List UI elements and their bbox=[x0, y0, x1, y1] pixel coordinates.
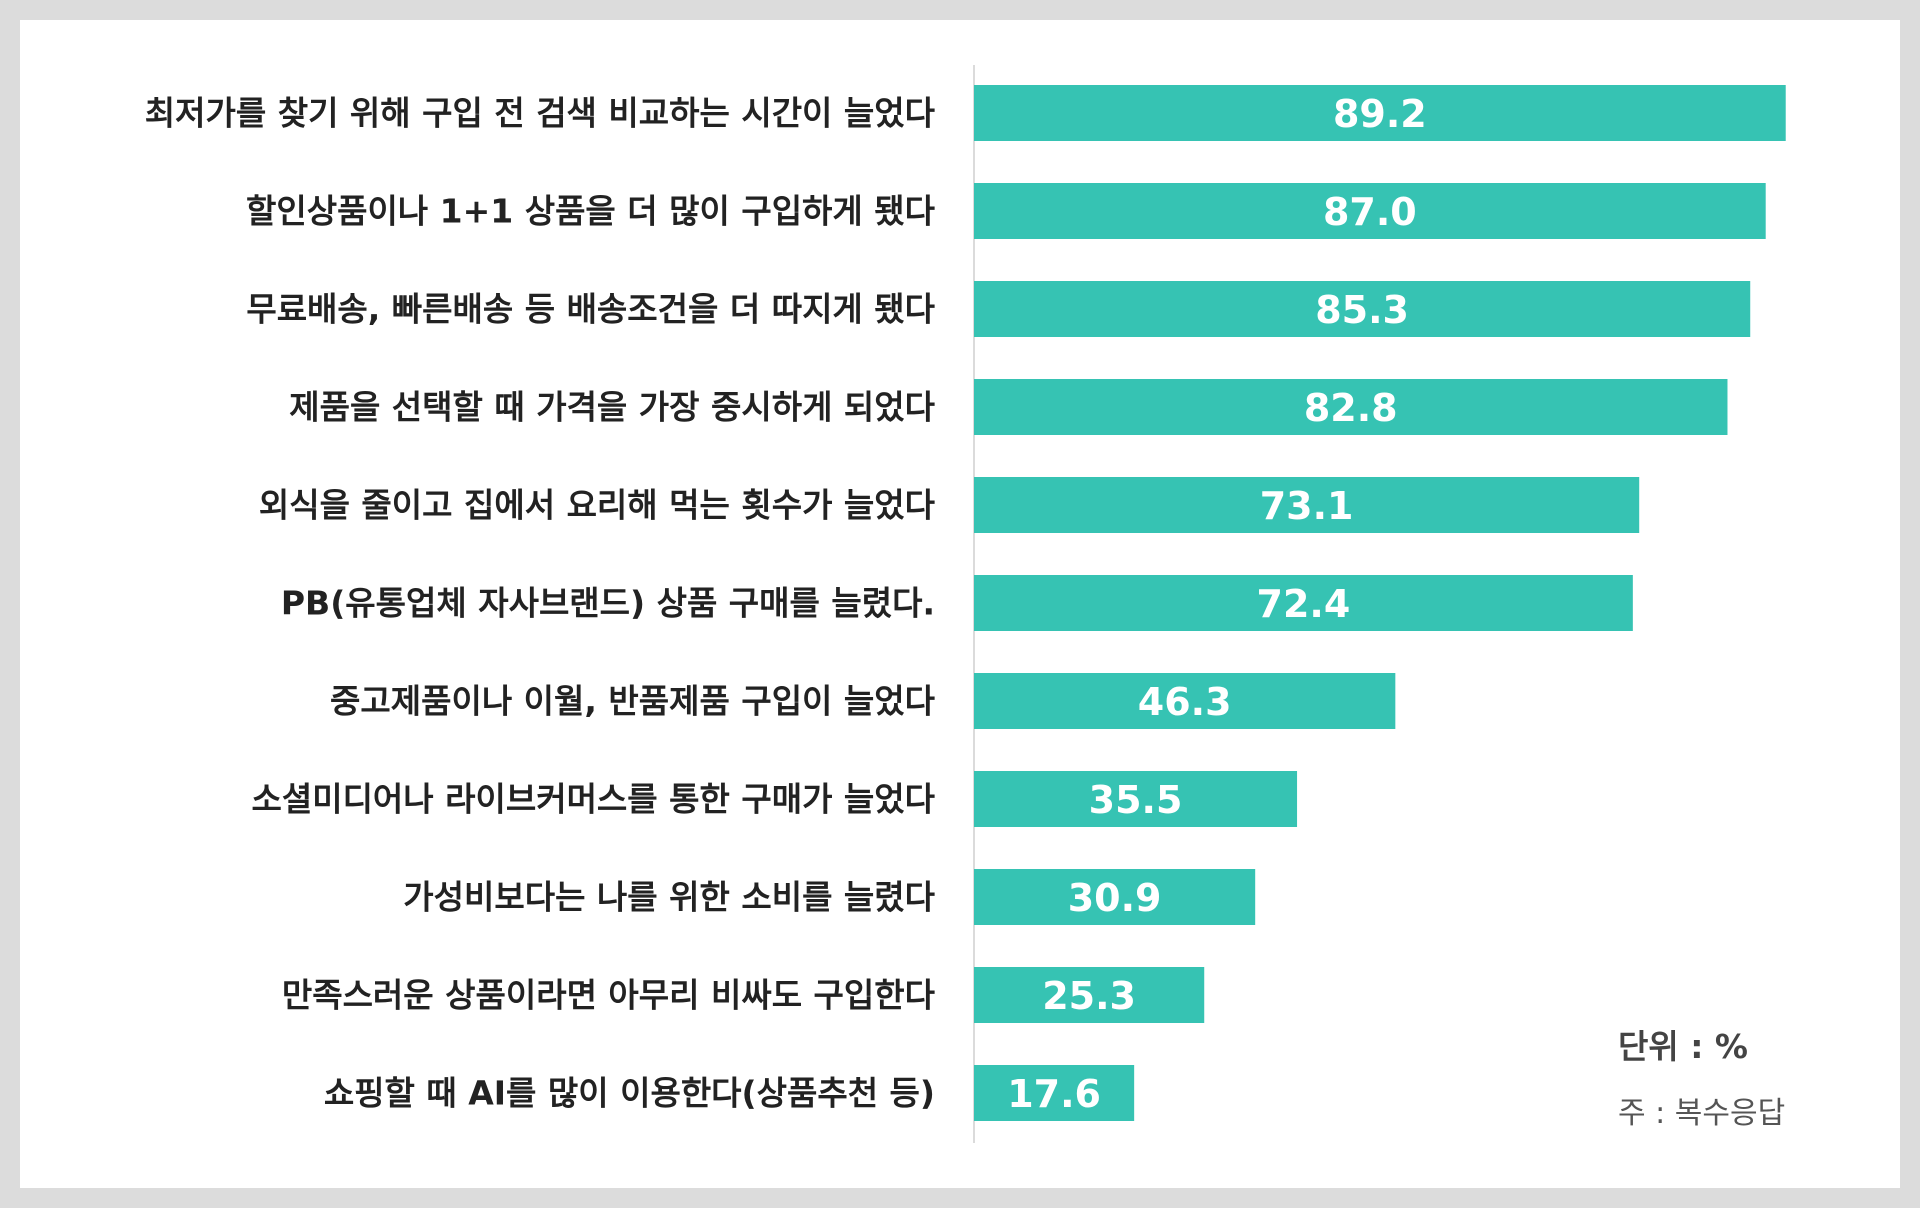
bar-value-label-1: 89.2 bbox=[1333, 92, 1427, 136]
category-label-9: 가성비보다는 나를 위한 소비를 늘렸다 bbox=[403, 878, 935, 917]
bar-value-label-3: 85.3 bbox=[1315, 288, 1409, 332]
category-label-4: 제품을 선택할 때 가격을 가장 중시하게 되었다 bbox=[289, 388, 935, 427]
bar-5 bbox=[974, 477, 1640, 533]
bar-value-label-4: 82.8 bbox=[1304, 386, 1398, 430]
bar-3 bbox=[974, 281, 1751, 337]
bar-chart: 89.2 최저가를 찾기 위해 구입 전 검색 비교하는 시간이 늘었다 87.0 할… bbox=[145, 65, 1786, 1143]
chart-card: 89.2 최저가를 찾기 위해 구입 전 검색 비교하는 시간이 늘었다 87.0 할… bbox=[20, 20, 1900, 1188]
unit-label: 단위 : % bbox=[1618, 1027, 1748, 1066]
bar-value-label-10: 25.3 bbox=[1042, 974, 1136, 1018]
bar-value-label-11: 17.6 bbox=[1007, 1072, 1101, 1116]
bar-8 bbox=[974, 771, 1298, 827]
bars-group: 89.2 최저가를 찾기 위해 구입 전 검색 비교하는 시간이 늘었다 87.0 할… bbox=[145, 85, 1786, 1121]
bar-value-label-7: 46.3 bbox=[1138, 680, 1232, 724]
category-label-10: 만족스러운 상품이라면 아무리 비싸도 구입한다 bbox=[282, 976, 936, 1015]
category-label-6: PB(유통업체 자사브랜드) 상품 구매를 늘렸다. bbox=[281, 584, 935, 623]
bar-1 bbox=[974, 85, 1786, 141]
bar-4 bbox=[974, 379, 1728, 435]
bar-value-label-6: 72.4 bbox=[1257, 582, 1351, 626]
bar-value-label-9: 30.9 bbox=[1068, 876, 1162, 920]
bar-11 bbox=[974, 1065, 1135, 1121]
category-label-5: 외식을 줄이고 집에서 요리해 먹는 횟수가 늘었다 bbox=[259, 486, 936, 525]
bar-2 bbox=[974, 183, 1766, 239]
category-label-7: 중고제품이나 이월, 반품제품 구입이 늘었다 bbox=[330, 682, 936, 721]
bar-value-label-2: 87.0 bbox=[1323, 190, 1417, 234]
bar-9 bbox=[974, 869, 1256, 925]
bar-7 bbox=[974, 673, 1396, 729]
footnote: 주 : 복수응답 bbox=[1618, 1096, 1786, 1131]
category-label-2: 할인상품이나 1+1 상품을 더 많이 구입하게 됐다 bbox=[246, 192, 936, 231]
category-label-1: 최저가를 찾기 위해 구입 전 검색 비교하는 시간이 늘었다 bbox=[145, 94, 936, 133]
bar-10 bbox=[974, 967, 1205, 1023]
category-label-8: 소셜미디어나 라이브커머스를 통한 구매가 늘었다 bbox=[251, 780, 935, 819]
bar-value-label-8: 35.5 bbox=[1089, 778, 1183, 822]
category-label-11: 쇼핑할 때 AI를 많이 이용한다(상품추천 등) bbox=[324, 1074, 935, 1113]
bar-6 bbox=[974, 575, 1633, 631]
category-label-3: 무료배송, 빠른배송 등 배송조건을 더 따지게 됐다 bbox=[246, 290, 935, 329]
bar-value-label-5: 73.1 bbox=[1260, 484, 1354, 528]
